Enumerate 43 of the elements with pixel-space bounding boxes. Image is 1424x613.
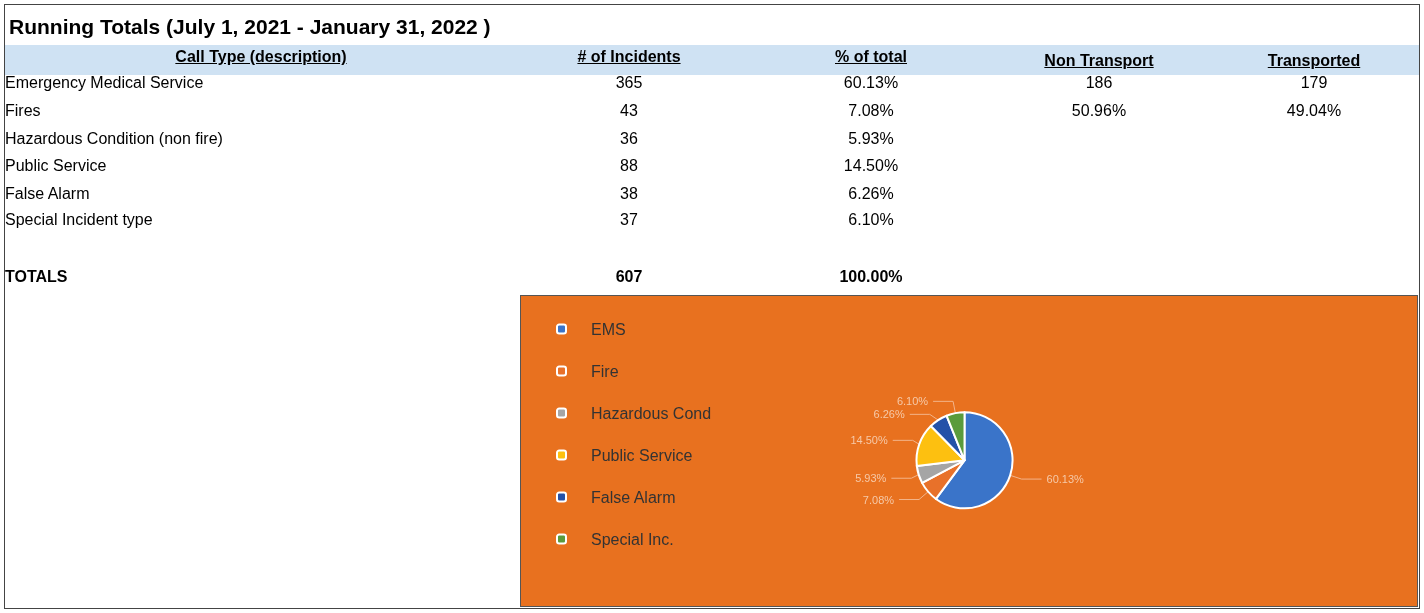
text: 100.00%: [839, 268, 903, 286]
data-label: 14.50%: [850, 434, 888, 447]
data-label: 60.13%: [1046, 473, 1085, 486]
legend-label: EMS: [591, 320, 626, 338]
legend-label: Fire: [591, 362, 619, 380]
text: 6.26%: [848, 185, 894, 203]
text: # of Incidents: [577, 48, 681, 66]
data-label: 7.08%: [862, 493, 895, 506]
text: 5.93%: [848, 130, 894, 148]
text: 60.13%: [843, 74, 899, 92]
text: Hazardous Condition (non fire): [5, 130, 223, 148]
text: Non Transport: [1044, 52, 1154, 70]
text: Public Service: [5, 157, 107, 175]
data-label: 6.10%: [896, 395, 929, 408]
text: Running Totals (July 1, 2021 - January 31, 2022 ): [9, 15, 491, 39]
text: 186: [1085, 74, 1113, 92]
text: % of total: [835, 48, 907, 66]
text: 36: [620, 130, 638, 148]
text: 50.96%: [1071, 102, 1127, 120]
text: 88: [620, 157, 638, 175]
text: 49.04%: [1286, 102, 1342, 120]
text: 43: [620, 102, 638, 120]
text: 14.50%: [843, 157, 899, 175]
legend-label: Hazardous Cond: [591, 404, 712, 422]
text: 7.08%: [848, 102, 894, 120]
text: 179: [1300, 74, 1328, 92]
text: 37: [620, 211, 638, 229]
text: 38: [620, 185, 638, 203]
text: Fires: [5, 102, 41, 120]
legend-label: Public Service: [591, 446, 693, 464]
text: Call Type (description): [175, 48, 347, 66]
text: 607: [615, 268, 643, 286]
text: 365: [615, 74, 643, 92]
text: Emergency Medical Service: [5, 74, 204, 92]
text: False Alarm: [5, 185, 90, 203]
text: Special Incident type: [5, 211, 153, 229]
text: TOTALS: [5, 268, 68, 286]
legend-label: Special Inc.: [591, 530, 674, 548]
data-label: 6.26%: [873, 408, 905, 421]
text: Transported: [1267, 52, 1361, 70]
data-label: 5.93%: [855, 472, 887, 485]
legend-label: False Alarm: [591, 488, 676, 506]
text: 6.10%: [848, 211, 894, 229]
